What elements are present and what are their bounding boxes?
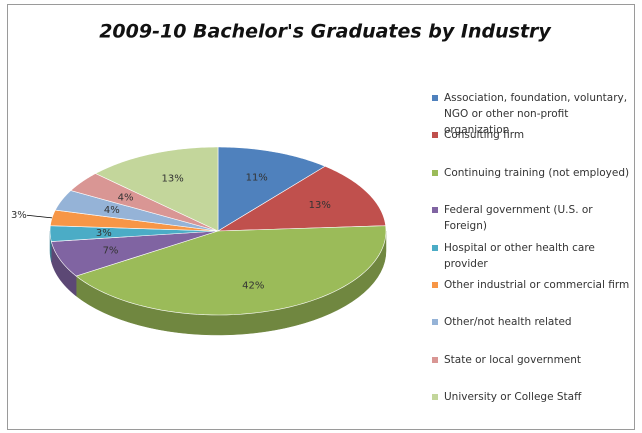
legend-item: University or College Staff bbox=[432, 389, 632, 405]
legend-swatch bbox=[432, 95, 438, 101]
data-label: 4% bbox=[104, 205, 120, 216]
leader-line bbox=[26, 214, 53, 219]
pie-slice bbox=[216, 165, 387, 232]
legend-label: Association, foundation, voluntary, NGO … bbox=[444, 92, 628, 136]
pie-slice bbox=[70, 173, 219, 232]
legend-swatch bbox=[432, 282, 438, 288]
legend-label: Consulting firm bbox=[444, 129, 525, 142]
chart-title: 2009-10 Bachelor's Graduates by Industry bbox=[99, 21, 552, 43]
legend-label: Federal government (U.S. or Foreign) bbox=[444, 204, 593, 233]
legend-label: Hospital or other health care provider bbox=[444, 241, 595, 270]
legend-item: State or local government bbox=[432, 352, 632, 368]
pie-tops bbox=[49, 146, 387, 316]
legend-swatch bbox=[432, 132, 438, 139]
data-label: 13% bbox=[309, 200, 331, 211]
legend-swatch bbox=[432, 319, 438, 326]
data-label: 3% bbox=[11, 210, 27, 221]
legend-swatch bbox=[432, 394, 438, 401]
data-label: 4% bbox=[118, 192, 134, 203]
legend-label: University or College Staff bbox=[444, 391, 582, 404]
pie-slice bbox=[75, 225, 387, 316]
data-label: 3% bbox=[96, 228, 112, 239]
legend-item: Other industrial or commercial firm bbox=[432, 277, 632, 293]
pie-slice bbox=[50, 230, 219, 277]
legend-item: Association, foundation, voluntary, NGO … bbox=[432, 90, 632, 138]
legend-swatch bbox=[432, 244, 438, 251]
chart-frame bbox=[7, 4, 635, 430]
legend-label: Other industrial or commercial firm bbox=[444, 279, 630, 291]
legend-label: Continuing training (not employed) bbox=[444, 166, 630, 179]
data-label: 42% bbox=[242, 280, 264, 291]
legend-label: State or local government bbox=[444, 353, 582, 366]
data-label: 11% bbox=[246, 172, 268, 183]
data-label: 7% bbox=[103, 245, 119, 256]
legend-item: Hospital or other health care provider bbox=[432, 240, 632, 272]
pie-slice bbox=[94, 146, 219, 232]
legend-swatch bbox=[432, 356, 438, 363]
pie-slice bbox=[49, 225, 219, 242]
legend-swatch bbox=[432, 169, 438, 176]
legend-item: Continuing training (not employed) bbox=[432, 165, 632, 181]
pie-slice bbox=[54, 190, 219, 232]
legend-item: Federal government (U.S. or Foreign) bbox=[432, 202, 632, 234]
legend-swatch bbox=[432, 207, 438, 214]
pie-slice bbox=[217, 146, 326, 232]
data-label: 13% bbox=[162, 174, 184, 185]
legend-label: Other/not health related bbox=[444, 316, 572, 329]
legend-item: Consulting firm bbox=[432, 127, 632, 143]
legend-item: Other/not health related bbox=[432, 314, 632, 330]
